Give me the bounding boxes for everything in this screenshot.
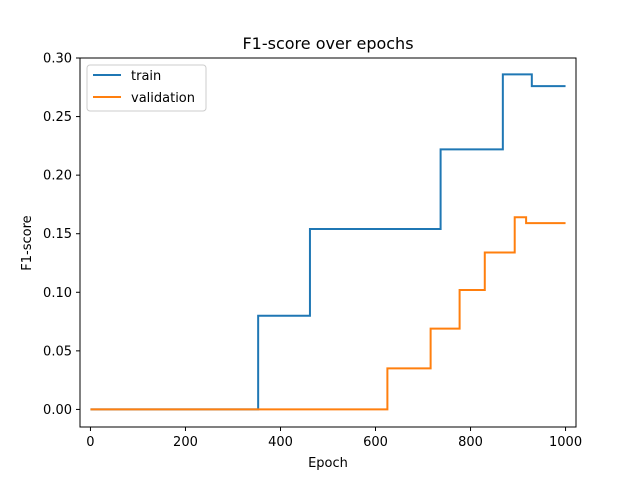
- y-axis: 0.00 0.05 0.10 0.15 0.20 0.25 0.30: [43, 52, 80, 418]
- plot-area: [90, 73, 566, 411]
- series-line-validation: [90, 216, 566, 411]
- y-axis-label: F1-score: [20, 215, 35, 270]
- y-tick-label: 0.00: [43, 403, 72, 418]
- y-tick-label: 0.15: [43, 227, 72, 242]
- legend-box: [86, 64, 207, 112]
- y-tick-label: 0.20: [43, 169, 72, 184]
- y-tick-label: 0.30: [43, 52, 72, 67]
- x-tick-label: 0: [86, 435, 94, 450]
- y-tick-label: 0.25: [43, 110, 72, 125]
- chart-title: F1-score over epochs: [242, 34, 413, 53]
- series-line-train: [90, 73, 566, 411]
- legend-label-validation: validation: [131, 91, 195, 106]
- y-tick-label: 0.10: [43, 286, 72, 301]
- legend-label-train: train: [131, 69, 161, 84]
- legend: train validation: [86, 64, 207, 112]
- x-tick-label: 400: [268, 435, 293, 450]
- y-tick-label: 0.05: [43, 344, 72, 359]
- x-tick-label: 800: [458, 435, 483, 450]
- x-axis: 0 200 400 600 800 1000: [86, 427, 582, 450]
- x-tick-label: 200: [173, 435, 198, 450]
- x-tick-label: 1000: [549, 435, 582, 450]
- x-axis-label: Epoch: [308, 456, 348, 471]
- plot-frame: [79, 57, 577, 428]
- x-tick-label: 600: [363, 435, 388, 450]
